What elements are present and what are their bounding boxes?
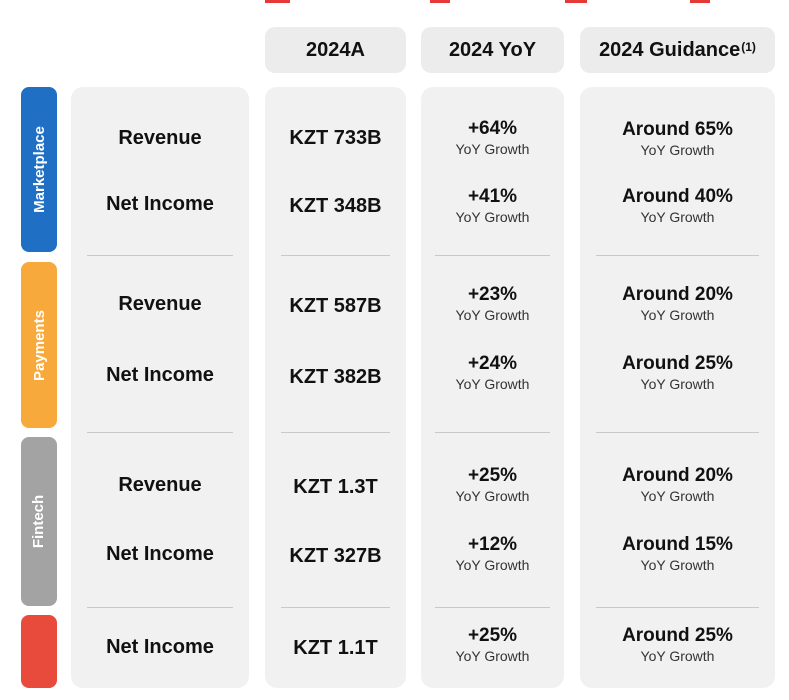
guidance-cell: Around 20% YoY Growth (580, 284, 775, 324)
yoy-value: +23% (467, 284, 518, 305)
segment-tab-fintech: Fintech (21, 437, 57, 606)
segment-tab-total (21, 615, 57, 688)
actual-value: KZT 327B (289, 545, 382, 567)
yoy-sublabel: YoY Growth (455, 307, 530, 323)
actual-value: KZT 1.1T (293, 637, 378, 659)
yoy-value: +24% (467, 353, 518, 374)
cropped-title-strip (0, 0, 789, 3)
guidance-sublabel: YoY Growth (640, 648, 715, 664)
actual-panel (265, 87, 406, 688)
actual-value: KZT 1.3T (293, 476, 378, 498)
guidance-sublabel: YoY Growth (640, 142, 715, 158)
segment-label-marketplace: Marketplace (30, 126, 48, 213)
yoy-value: +25% (467, 625, 518, 646)
yoy-cell: +24% YoY Growth (421, 353, 564, 393)
yoy-value: +25% (467, 465, 518, 486)
metric-label: Net Income (106, 543, 214, 565)
header-2024-yoy: 2024 YoY (421, 27, 564, 73)
yoy-sublabel: YoY Growth (455, 488, 530, 504)
guidance-sublabel: YoY Growth (640, 488, 715, 504)
divider (435, 607, 550, 608)
segment-label-payments: Payments (30, 309, 48, 381)
guidance-cell: Around 15% YoY Growth (580, 534, 775, 574)
guidance-value: Around 20% (622, 284, 733, 305)
divider (281, 432, 390, 433)
yoy-sublabel: YoY Growth (455, 376, 530, 392)
guidance-cell: Around 40% YoY Growth (580, 186, 775, 226)
actual-value: KZT 733B (289, 127, 382, 149)
guidance-panel (580, 87, 775, 688)
header-2024-guidance: 2024 Guidance (1) (580, 27, 775, 73)
yoy-sublabel: YoY Growth (455, 209, 530, 225)
header-2024a-label: 2024A (306, 38, 365, 61)
guidance-cell: Around 25% YoY Growth (580, 353, 775, 393)
metric-label: Net Income (106, 193, 214, 215)
yoy-value: +64% (467, 118, 518, 139)
metric-label: Revenue (118, 293, 202, 315)
segment-label-fintech: Fintech (30, 494, 48, 549)
divider (435, 432, 550, 433)
divider (596, 255, 759, 256)
guidance-value: Around 20% (622, 465, 733, 486)
yoy-cell: +12% YoY Growth (421, 534, 564, 574)
divider (281, 607, 390, 608)
yoy-cell: +23% YoY Growth (421, 284, 564, 324)
guidance-sublabel: YoY Growth (640, 307, 715, 323)
header-2024-guidance-label: 2024 Guidance (599, 38, 741, 61)
metric-label: Net Income (106, 636, 214, 658)
segment-tab-marketplace: Marketplace (21, 87, 57, 252)
metric-label: Net Income (106, 364, 214, 386)
guidance-cell: Around 65% YoY Growth (580, 119, 775, 159)
actual-value: KZT 587B (289, 295, 382, 317)
yoy-sublabel: YoY Growth (455, 648, 530, 664)
guidance-cell: Around 20% YoY Growth (580, 465, 775, 505)
divider (596, 607, 759, 608)
guidance-cell: Around 25% YoY Growth (580, 625, 775, 665)
yoy-cell: +25% YoY Growth (421, 465, 564, 505)
metric-label: Revenue (118, 127, 202, 149)
guidance-value: Around 65% (622, 119, 733, 140)
yoy-cell: +64% YoY Growth (421, 118, 564, 158)
divider (87, 432, 233, 433)
guidance-sublabel: YoY Growth (640, 376, 715, 392)
header-2024-yoy-label: 2024 YoY (448, 38, 537, 61)
yoy-cell: +41% YoY Growth (421, 186, 564, 226)
actual-value: KZT 382B (289, 366, 382, 388)
segment-tab-payments: Payments (21, 262, 57, 428)
yoy-value: +41% (467, 186, 518, 207)
guidance-value: Around 25% (622, 625, 733, 646)
guidance-value: Around 40% (622, 186, 733, 207)
divider (596, 432, 759, 433)
metric-label: Revenue (118, 474, 202, 496)
guidance-value: Around 15% (622, 534, 733, 555)
guidance-footnote-marker: (1) (741, 40, 756, 54)
divider (87, 607, 233, 608)
yoy-cell: +25% YoY Growth (421, 625, 564, 665)
guidance-value: Around 25% (622, 353, 733, 374)
yoy-panel (421, 87, 564, 688)
divider (435, 255, 550, 256)
divider (87, 255, 233, 256)
yoy-sublabel: YoY Growth (455, 141, 530, 157)
guidance-sublabel: YoY Growth (640, 557, 715, 573)
divider (281, 255, 390, 256)
guidance-sublabel: YoY Growth (640, 209, 715, 225)
actual-value: KZT 348B (289, 195, 382, 217)
yoy-value: +12% (467, 534, 518, 555)
metric-panel (71, 87, 249, 688)
yoy-sublabel: YoY Growth (455, 557, 530, 573)
header-2024a: 2024A (265, 27, 406, 73)
